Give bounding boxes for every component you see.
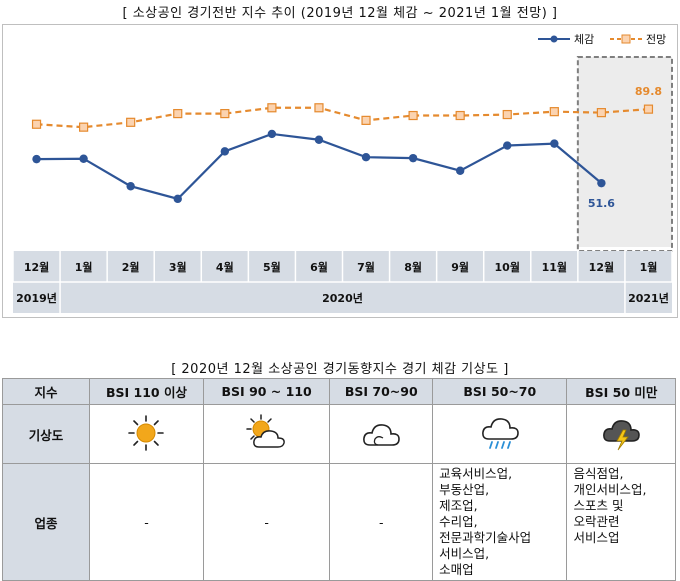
data-point bbox=[361, 152, 371, 162]
x-tick-label: 8월 bbox=[404, 260, 422, 274]
data-point bbox=[79, 122, 89, 132]
x-tick-label: 7월 bbox=[357, 260, 375, 274]
industry-item: 오락관련 bbox=[573, 514, 620, 529]
thunderstorm-icon bbox=[603, 419, 641, 450]
column-header: BSI 50~70 bbox=[432, 378, 568, 405]
data-point bbox=[408, 110, 418, 121]
industry-value: - bbox=[378, 514, 384, 530]
data-label: 51.6 bbox=[588, 197, 615, 210]
industry-value: - bbox=[264, 514, 269, 530]
industry-row-label: 업종 bbox=[2, 463, 90, 581]
industry-item: 교육서비스업, bbox=[439, 466, 513, 481]
column-header: BSI 110 이상 bbox=[89, 378, 204, 405]
year-label: 2020년 bbox=[322, 291, 363, 305]
series-line bbox=[36, 106, 649, 129]
data-point bbox=[596, 108, 606, 118]
sun-icon bbox=[128, 414, 165, 451]
industry-item: 서비스업 bbox=[573, 530, 620, 545]
data-point bbox=[220, 147, 230, 156]
data-point bbox=[643, 104, 654, 114]
line-chart: 12월 1월 2월 3월 4월 5월 6월 7월 8월 9월 10월 11월 12월 1월 2019년 202… bbox=[12, 33, 673, 313]
industry-item: 서비스업, bbox=[439, 546, 490, 561]
industry-cell: - bbox=[329, 463, 434, 581]
data-point bbox=[314, 135, 324, 144]
x-tick-label: 6월 bbox=[310, 260, 328, 274]
x-tick-label: 1월 bbox=[75, 260, 93, 274]
rain-icon bbox=[481, 417, 519, 449]
data-point bbox=[597, 178, 606, 188]
chart-title: [ 소상공인 경기전반 지수 추이 (2019년 12월 체감 ~ 2021년 … bbox=[122, 6, 558, 21]
column-header: BSI 70~90 bbox=[329, 378, 434, 405]
industry-item: 부동산업, bbox=[439, 482, 490, 497]
legend-marker bbox=[621, 34, 631, 44]
x-tick-label: 3월 bbox=[169, 260, 187, 274]
data-point bbox=[267, 129, 277, 139]
column-header: BSI 50 미만 bbox=[566, 378, 676, 405]
industry-cell: 교육서비스업, 부동산업, 제조업, 수리업, 전문과학기술사업 서비스업, 소… bbox=[432, 463, 568, 581]
rain-cell bbox=[432, 404, 568, 464]
data-point bbox=[32, 154, 41, 164]
data-point bbox=[220, 108, 230, 119]
x-tick-label: 5월 bbox=[263, 260, 281, 274]
data-point bbox=[79, 154, 88, 163]
table-title: [ 2020년 12월 소상공인 경기동향지수 경기 체감 기상도 ] bbox=[171, 362, 509, 377]
data-point bbox=[455, 166, 465, 175]
industry-item: 수리업, bbox=[439, 514, 478, 529]
legend-label: 전망 bbox=[646, 33, 666, 46]
industry-cell: 음식점업, 개인서비스업, 스포츠 및 오락관련 서비스업 bbox=[566, 463, 676, 581]
weather-table: 지수 BSI 110 이상 BSI 90 ~ 110 BSI 70~90 BSI… bbox=[2, 378, 676, 581]
year-label: 2021년 bbox=[628, 291, 669, 305]
weather-row: 기상도 bbox=[2, 404, 676, 464]
industry-item: 스포츠 및 bbox=[573, 498, 624, 513]
highlight-region bbox=[577, 57, 672, 247]
thunderstorm-cell bbox=[566, 404, 676, 464]
x-tick-label: 1월 bbox=[640, 260, 658, 274]
legend-label: 체감 bbox=[574, 33, 594, 46]
data-label: 89.8 bbox=[635, 85, 662, 98]
data-point bbox=[503, 141, 512, 150]
data-point bbox=[126, 182, 135, 191]
partly-cloudy-cell bbox=[202, 404, 331, 464]
data-point bbox=[455, 110, 465, 121]
data-point bbox=[408, 153, 418, 163]
legend-marker bbox=[550, 35, 558, 43]
industry-cell: - bbox=[202, 463, 331, 581]
data-point bbox=[173, 108, 183, 119]
data-point bbox=[126, 117, 136, 127]
sun-cell bbox=[89, 404, 204, 464]
data-point bbox=[550, 139, 559, 148]
chart-container: 12월 1월 2월 3월 4월 5월 6월 7월 8월 9월 10월 11월 12월 1월 2019년 202… bbox=[2, 24, 678, 318]
column-header: BSI 90 ~ 110 bbox=[202, 378, 331, 405]
data-point bbox=[361, 115, 371, 125]
data-point bbox=[314, 103, 324, 113]
x-tick-label: 11월 bbox=[542, 260, 567, 274]
partly-cloudy-icon bbox=[245, 413, 285, 448]
data-point bbox=[31, 119, 42, 129]
industry-item: 전문과학기술사업 bbox=[439, 530, 532, 545]
x-tick-label: 9월 bbox=[451, 260, 469, 274]
cloud-cell bbox=[329, 404, 434, 464]
industry-item: 개인서비스업, bbox=[573, 482, 647, 497]
data-point bbox=[502, 109, 512, 120]
header-row: 지수 BSI 110 이상 BSI 90 ~ 110 BSI 70~90 BSI… bbox=[2, 378, 676, 405]
industry-item: 음식점업, bbox=[573, 466, 624, 481]
industry-item: 소매업 bbox=[439, 562, 474, 577]
data-point bbox=[267, 103, 277, 113]
data-point bbox=[549, 107, 559, 117]
header-label: 지수 bbox=[2, 378, 90, 405]
data-point bbox=[173, 194, 182, 204]
x-tick-label: 12월 bbox=[589, 260, 614, 274]
x-tick-label: 12월 bbox=[24, 260, 49, 274]
industry-cell: - bbox=[89, 463, 204, 581]
cloud-icon bbox=[363, 423, 401, 446]
industry-value: - bbox=[144, 514, 149, 530]
industry-item: 제조업, bbox=[439, 498, 478, 513]
industry-row: 업종 - - - 교육서비스업, 부동산업, 제조업, 수리업, 전문과학기술사… bbox=[2, 463, 676, 581]
x-tick-label: 4월 bbox=[216, 260, 234, 274]
weather-row-label: 기상도 bbox=[2, 404, 90, 464]
x-tick-label: 10월 bbox=[495, 260, 520, 274]
x-tick-label: 2월 bbox=[122, 260, 140, 274]
year-label: 2019년 bbox=[16, 291, 57, 305]
